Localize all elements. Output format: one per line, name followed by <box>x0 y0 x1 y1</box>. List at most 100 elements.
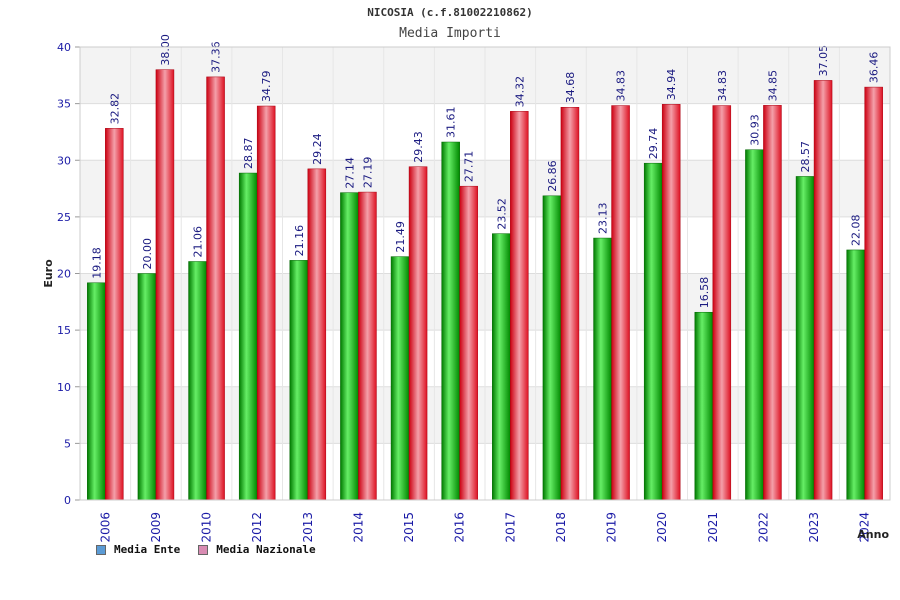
data-label: 20.00 <box>141 238 154 270</box>
bar <box>441 141 460 501</box>
legend: Media Ente Media Nazionale <box>96 543 316 556</box>
data-label: 16.58 <box>698 277 711 309</box>
x-tick-label: 2006 <box>98 512 112 543</box>
data-label: 21.06 <box>192 226 205 258</box>
data-label: 31.61 <box>445 107 458 139</box>
bar <box>459 185 478 501</box>
data-label: 27.14 <box>343 157 356 189</box>
data-label: 22.08 <box>850 214 863 246</box>
data-label: 36.46 <box>868 52 881 84</box>
legend-swatch <box>96 544 106 555</box>
bar <box>87 282 106 501</box>
bar <box>137 273 157 501</box>
y-tick-label: 20 <box>57 268 71 281</box>
bar <box>846 249 865 501</box>
legend-item-media-nazionale: Media Nazionale <box>198 543 316 556</box>
bar <box>155 69 175 501</box>
x-tick-label: 2020 <box>655 512 669 543</box>
plot-border <box>79 46 891 501</box>
data-label: 29.74 <box>647 128 660 160</box>
data-label: 19.18 <box>90 247 103 279</box>
data-label: 28.57 <box>799 141 812 173</box>
data-label: 34.32 <box>513 76 526 108</box>
y-tick-label: 35 <box>57 98 71 111</box>
bar <box>694 311 714 501</box>
y-tick-label: 15 <box>57 324 71 337</box>
y-tick-label: 40 <box>57 41 71 54</box>
data-label: 27.71 <box>463 151 476 183</box>
data-label: 38.00 <box>159 34 172 66</box>
bar <box>307 168 327 501</box>
x-tick-label: 2016 <box>453 512 467 543</box>
data-label: 34.83 <box>615 70 628 102</box>
data-label: 21.16 <box>293 225 306 257</box>
data-label: 37.05 <box>817 45 830 77</box>
bar <box>408 166 428 501</box>
data-label: 23.52 <box>495 198 508 230</box>
x-tick-label: 2013 <box>301 512 315 543</box>
bar <box>510 111 529 501</box>
data-label: 28.87 <box>242 138 255 170</box>
y-tick-label: 25 <box>57 211 71 224</box>
bar <box>864 86 883 501</box>
x-tick-label: 2022 <box>756 512 770 543</box>
bar <box>492 233 511 501</box>
legend-item-media-ente: Media Ente <box>96 543 180 556</box>
chart-title: NICOSIA (c.f.81002210862) <box>367 6 533 19</box>
x-tick-label: 2023 <box>807 512 821 543</box>
x-tick-label: 2015 <box>402 512 416 543</box>
bar <box>542 195 562 501</box>
bar <box>763 105 782 501</box>
chart-subtitle: Media Importi <box>399 26 501 41</box>
data-label: 34.94 <box>665 69 678 101</box>
bar <box>712 105 732 501</box>
x-tick-label: 2012 <box>250 512 264 543</box>
x-tick-label: 2024 <box>858 512 872 543</box>
bar <box>289 260 309 501</box>
bar <box>390 256 410 501</box>
bar <box>238 172 258 501</box>
data-label: 23.13 <box>597 203 610 235</box>
data-label: 27.19 <box>361 157 374 189</box>
data-label: 29.24 <box>311 133 324 165</box>
bar <box>256 105 276 501</box>
bar <box>358 191 377 501</box>
data-label: 34.79 <box>260 71 273 103</box>
x-tick-label: 2021 <box>706 512 720 543</box>
data-label: 32.82 <box>108 93 121 125</box>
y-axis-title: Euro <box>42 259 55 288</box>
data-label: 34.83 <box>716 70 729 102</box>
data-label: 34.68 <box>564 72 577 104</box>
bar <box>560 106 580 501</box>
bar <box>745 149 764 501</box>
bar <box>661 104 681 501</box>
bar <box>206 76 225 501</box>
data-label: 30.93 <box>748 114 761 146</box>
bar <box>188 261 207 501</box>
bar <box>611 105 630 501</box>
x-tick-label: 2009 <box>149 512 163 543</box>
bar <box>643 162 663 501</box>
y-tick-label: 5 <box>64 437 71 450</box>
y-tick-label: 30 <box>57 154 71 167</box>
x-axis-title: Anno <box>857 528 889 541</box>
data-label: 34.85 <box>766 70 779 102</box>
legend-label: Media Nazionale <box>216 543 316 556</box>
legend-label: Media Ente <box>114 543 181 556</box>
x-tick-label: 2010 <box>200 512 214 543</box>
data-label: 29.43 <box>412 131 425 163</box>
data-label: 21.49 <box>394 221 407 253</box>
data-label: 26.86 <box>546 160 559 192</box>
data-label: 37.36 <box>210 41 223 73</box>
x-tick-label: 2017 <box>503 512 517 543</box>
bar <box>340 192 359 501</box>
bar <box>813 80 833 501</box>
x-tick-label: 2014 <box>351 512 365 543</box>
legend-swatch <box>198 544 209 555</box>
x-tick-label: 2018 <box>554 512 568 543</box>
bar <box>593 237 612 501</box>
bar <box>795 176 815 501</box>
x-tick-label: 2019 <box>605 512 619 543</box>
